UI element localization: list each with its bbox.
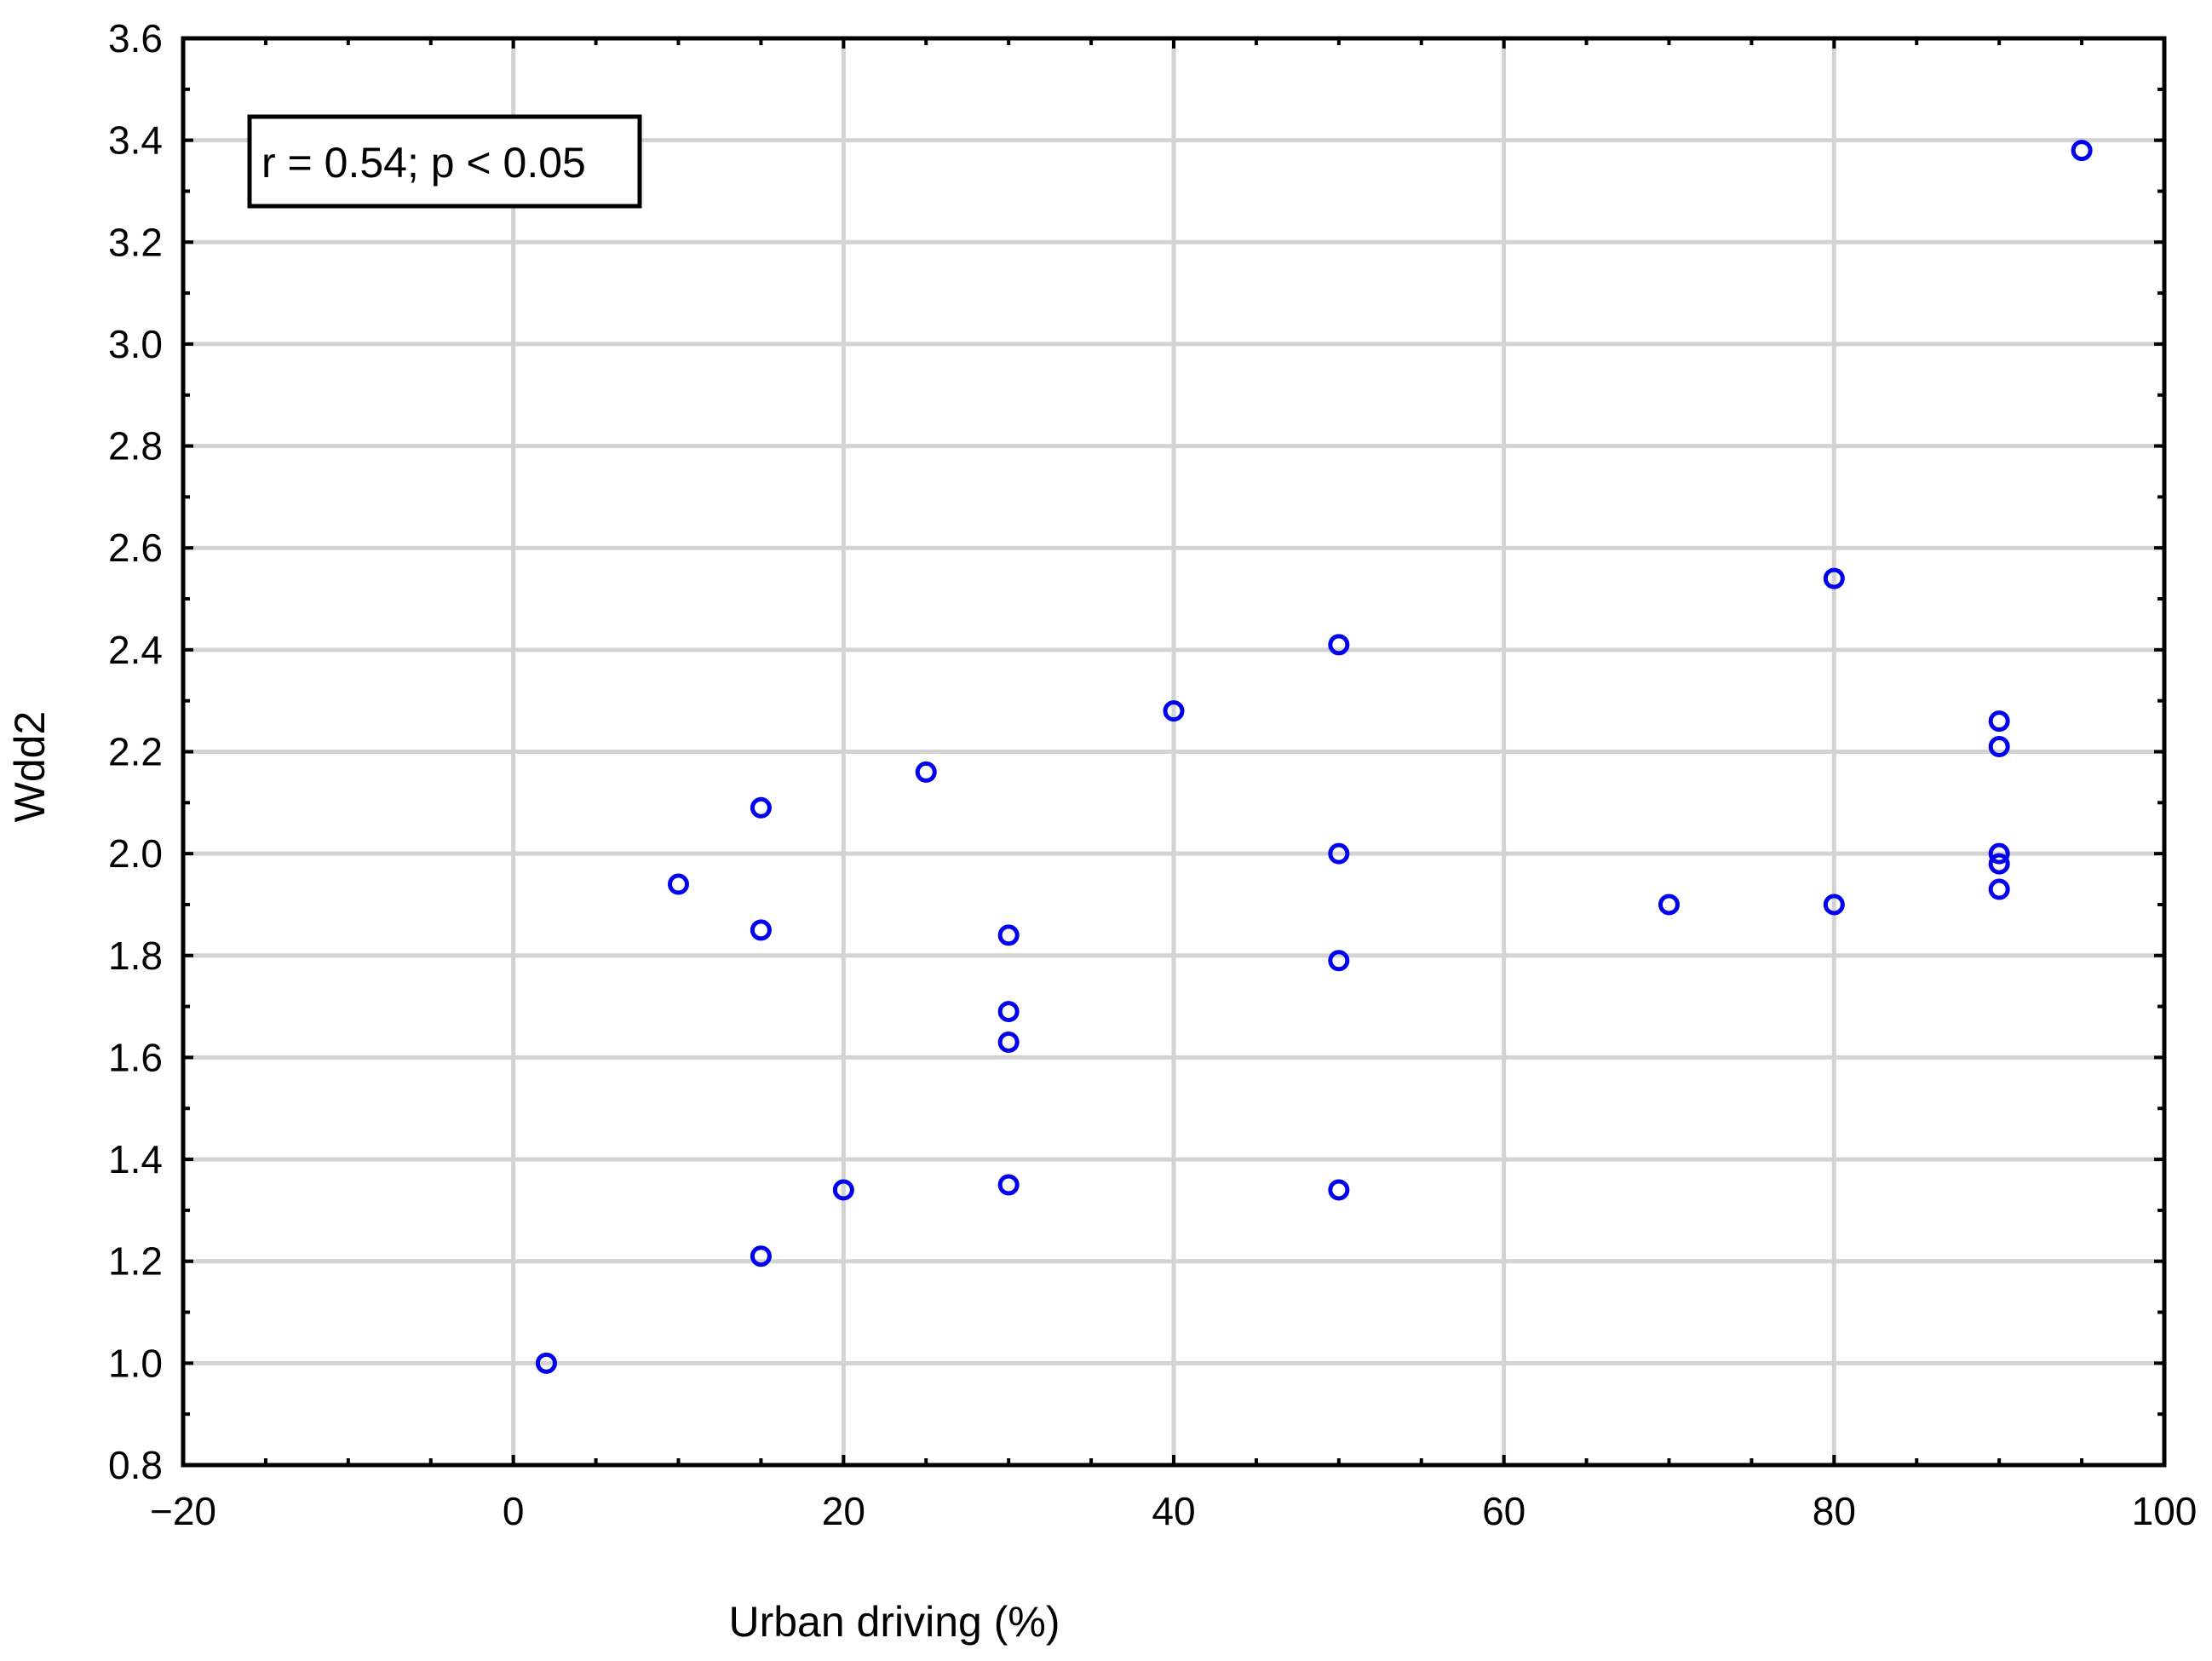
data-point (750, 1245, 772, 1267)
annotation-box: r = 0.54; p < 0.05 (247, 114, 642, 209)
data-point (1163, 700, 1185, 722)
y-axis-label: Wdd2 (6, 711, 54, 823)
y-tick-label: 3.6 (108, 16, 163, 60)
annotation-text: r = 0.54; p < 0.05 (261, 139, 586, 187)
data-point (1988, 736, 2010, 758)
data-point (1988, 878, 2010, 900)
data-point (997, 1001, 1020, 1023)
x-tick-label: 80 (1813, 1489, 1856, 1533)
y-tick-label: 1.8 (108, 934, 163, 978)
data-point (1328, 634, 1350, 656)
data-point (997, 1174, 1020, 1196)
data-point (915, 761, 937, 783)
y-tick-label: 0.8 (108, 1443, 163, 1487)
x-tick-labels: −20 0 20 40 60 80 100 (150, 1489, 2197, 1533)
data-point (1328, 842, 1350, 865)
data-points (535, 140, 2093, 1374)
y-tick-label: 2.8 (108, 424, 163, 468)
y-tick-label: 1.4 (108, 1137, 163, 1181)
data-point (1658, 894, 1680, 916)
data-point (1988, 842, 2010, 865)
y-tick-label: 3.0 (108, 322, 163, 366)
x-tick-label: 100 (2132, 1489, 2198, 1533)
y-tick-label: 1.6 (108, 1035, 163, 1079)
data-point (1988, 710, 2010, 733)
x-tick-label: 20 (822, 1489, 865, 1533)
data-point (1988, 853, 2010, 875)
y-tick-label: 2.2 (108, 730, 163, 774)
data-point (668, 873, 689, 895)
x-tick-label: −20 (150, 1489, 216, 1533)
data-point (750, 919, 772, 941)
x-tick-label: 60 (1482, 1489, 1525, 1533)
x-tick-label: 0 (503, 1489, 525, 1533)
data-point (997, 1031, 1020, 1053)
y-tick-label: 1.2 (108, 1239, 163, 1284)
data-point (997, 924, 1020, 946)
y-tick-label: 3.2 (108, 220, 163, 264)
data-point (1328, 950, 1350, 972)
data-point (1823, 894, 1845, 916)
y-tick-label: 3.4 (108, 118, 163, 163)
x-axis-label: Urban driving (%) (728, 1598, 1060, 1646)
data-point (2071, 140, 2093, 162)
data-point (750, 796, 772, 819)
data-point (832, 1179, 854, 1201)
data-point (1823, 567, 1845, 589)
grid-lines (181, 36, 2167, 1468)
data-point (1328, 1179, 1350, 1201)
y-tick-labels: 0.8 1.0 1.2 1.4 1.6 1.8 2.0 2.2 2.4 2.6 2.8 3.0 3.2 3… (108, 16, 163, 1487)
y-tick-label: 2.0 (108, 831, 163, 876)
x-tick-label: 40 (1152, 1489, 1195, 1533)
plot-frame (181, 36, 2167, 1468)
y-tick-label: 2.4 (108, 628, 163, 672)
y-tick-label: 2.6 (108, 526, 163, 570)
y-tick-label: 1.0 (108, 1341, 163, 1385)
data-point (535, 1352, 557, 1374)
